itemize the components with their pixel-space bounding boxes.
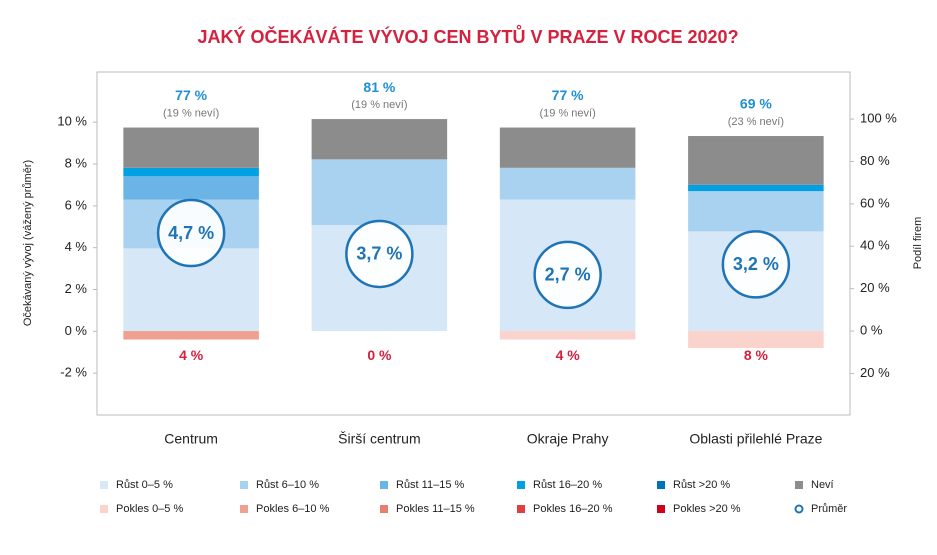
y2-tick-label: 0 % xyxy=(860,322,883,337)
bar-segment xyxy=(123,331,259,340)
bar-segment xyxy=(688,191,824,232)
y2-tick-label: 20 % xyxy=(860,365,890,380)
legend-label: Pokles 16–20 % xyxy=(533,503,613,515)
legend-marker xyxy=(380,505,388,513)
legend-label: Pokles 11–15 % xyxy=(396,503,475,515)
growth-label: 81 % xyxy=(363,79,395,95)
legend-marker xyxy=(240,481,248,489)
decline-label: 4 % xyxy=(556,347,581,363)
legend-marker xyxy=(795,481,803,489)
x-tick-label: Oblasti přilehlé Praze xyxy=(689,431,822,447)
x-tick-label: Okraje Prahy xyxy=(527,431,609,447)
decline-label: 0 % xyxy=(367,347,392,363)
average-label: 4,7 % xyxy=(168,223,214,243)
chart-title: JAKÝ OČEKÁVÁTE VÝVOJ CEN BYTŮ V PRAZE V … xyxy=(197,25,738,47)
legend-label: Růst 0–5 % xyxy=(116,479,173,491)
average-marker xyxy=(345,219,414,289)
y-axis-title: Očekávaný vývoj (vážený průměr) xyxy=(22,160,34,326)
bar-segment xyxy=(688,136,824,185)
unknown-label: (23 % neví) xyxy=(728,116,784,128)
legend-marker xyxy=(794,504,804,514)
unknown-label: (19 % neví) xyxy=(540,107,596,119)
bar-segment xyxy=(688,184,824,192)
bar-segment xyxy=(311,159,448,226)
y-tick-label: 4 % xyxy=(65,239,88,254)
bar-segment xyxy=(123,127,259,168)
legend-marker xyxy=(100,481,108,489)
decline-label: 8 % xyxy=(744,347,769,363)
y2-tick-label: 60 % xyxy=(860,195,890,210)
average-label: 3,2 % xyxy=(733,254,779,274)
x-tick-label: Širší centrum xyxy=(338,431,420,447)
y2-axis-title: Podíl firem xyxy=(912,217,924,270)
unknown-label: (19 % neví) xyxy=(351,99,407,111)
average-label: 3,7 % xyxy=(356,244,402,264)
growth-label: 77 % xyxy=(175,87,207,103)
bar-segment xyxy=(499,127,636,168)
legend-marker xyxy=(240,505,248,513)
bar-segment xyxy=(123,176,259,200)
y2-tick-label: 100 % xyxy=(860,110,897,125)
bar-segment xyxy=(123,167,259,177)
growth-label: 69 % xyxy=(740,96,772,112)
legend-label: Neví xyxy=(811,479,834,491)
average-marker xyxy=(533,240,602,310)
growth-label: 77 % xyxy=(552,87,584,103)
legend-label: Růst 6–10 % xyxy=(256,479,319,491)
y2-tick-label: 40 % xyxy=(860,238,890,253)
y-tick-label: 6 % xyxy=(65,197,88,212)
bar-segment xyxy=(499,167,636,200)
legend-label: Průměr xyxy=(811,503,847,515)
average-marker xyxy=(721,230,791,299)
y2-tick-label: 80 % xyxy=(860,153,890,168)
y-tick-label: -2 % xyxy=(60,365,87,380)
y-tick-label: 0 % xyxy=(65,323,88,338)
y-tick-label: 10 % xyxy=(57,114,87,129)
bar-segment xyxy=(688,331,824,349)
legend-label: Pokles 6–10 % xyxy=(256,503,330,515)
y-tick-label: 2 % xyxy=(65,281,88,296)
legend-label: Růst 16–20 % xyxy=(533,479,602,491)
legend-label: Růst 11–15 % xyxy=(396,479,465,491)
x-tick-label: Centrum xyxy=(164,431,218,447)
legend-marker xyxy=(380,481,388,489)
bar-segment xyxy=(499,331,636,340)
legend-marker xyxy=(657,505,665,513)
bar-segment xyxy=(311,119,448,160)
legend-marker xyxy=(100,505,108,513)
y-tick-label: 8 % xyxy=(65,155,88,170)
y2-tick-label: 20 % xyxy=(860,280,890,295)
legend-label: Pokles >20 % xyxy=(673,503,741,515)
legend-marker xyxy=(657,481,665,489)
legend-marker xyxy=(517,505,525,513)
legend-marker xyxy=(517,481,525,489)
decline-label: 4 % xyxy=(179,347,204,363)
legend-label: Růst >20 % xyxy=(673,479,730,491)
average-marker xyxy=(156,198,226,268)
plot-frame xyxy=(96,71,851,416)
legend-label: Pokles 0–5 % xyxy=(116,503,183,515)
unknown-label: (19 % neví) xyxy=(163,107,219,119)
average-label: 2,7 % xyxy=(545,265,591,285)
